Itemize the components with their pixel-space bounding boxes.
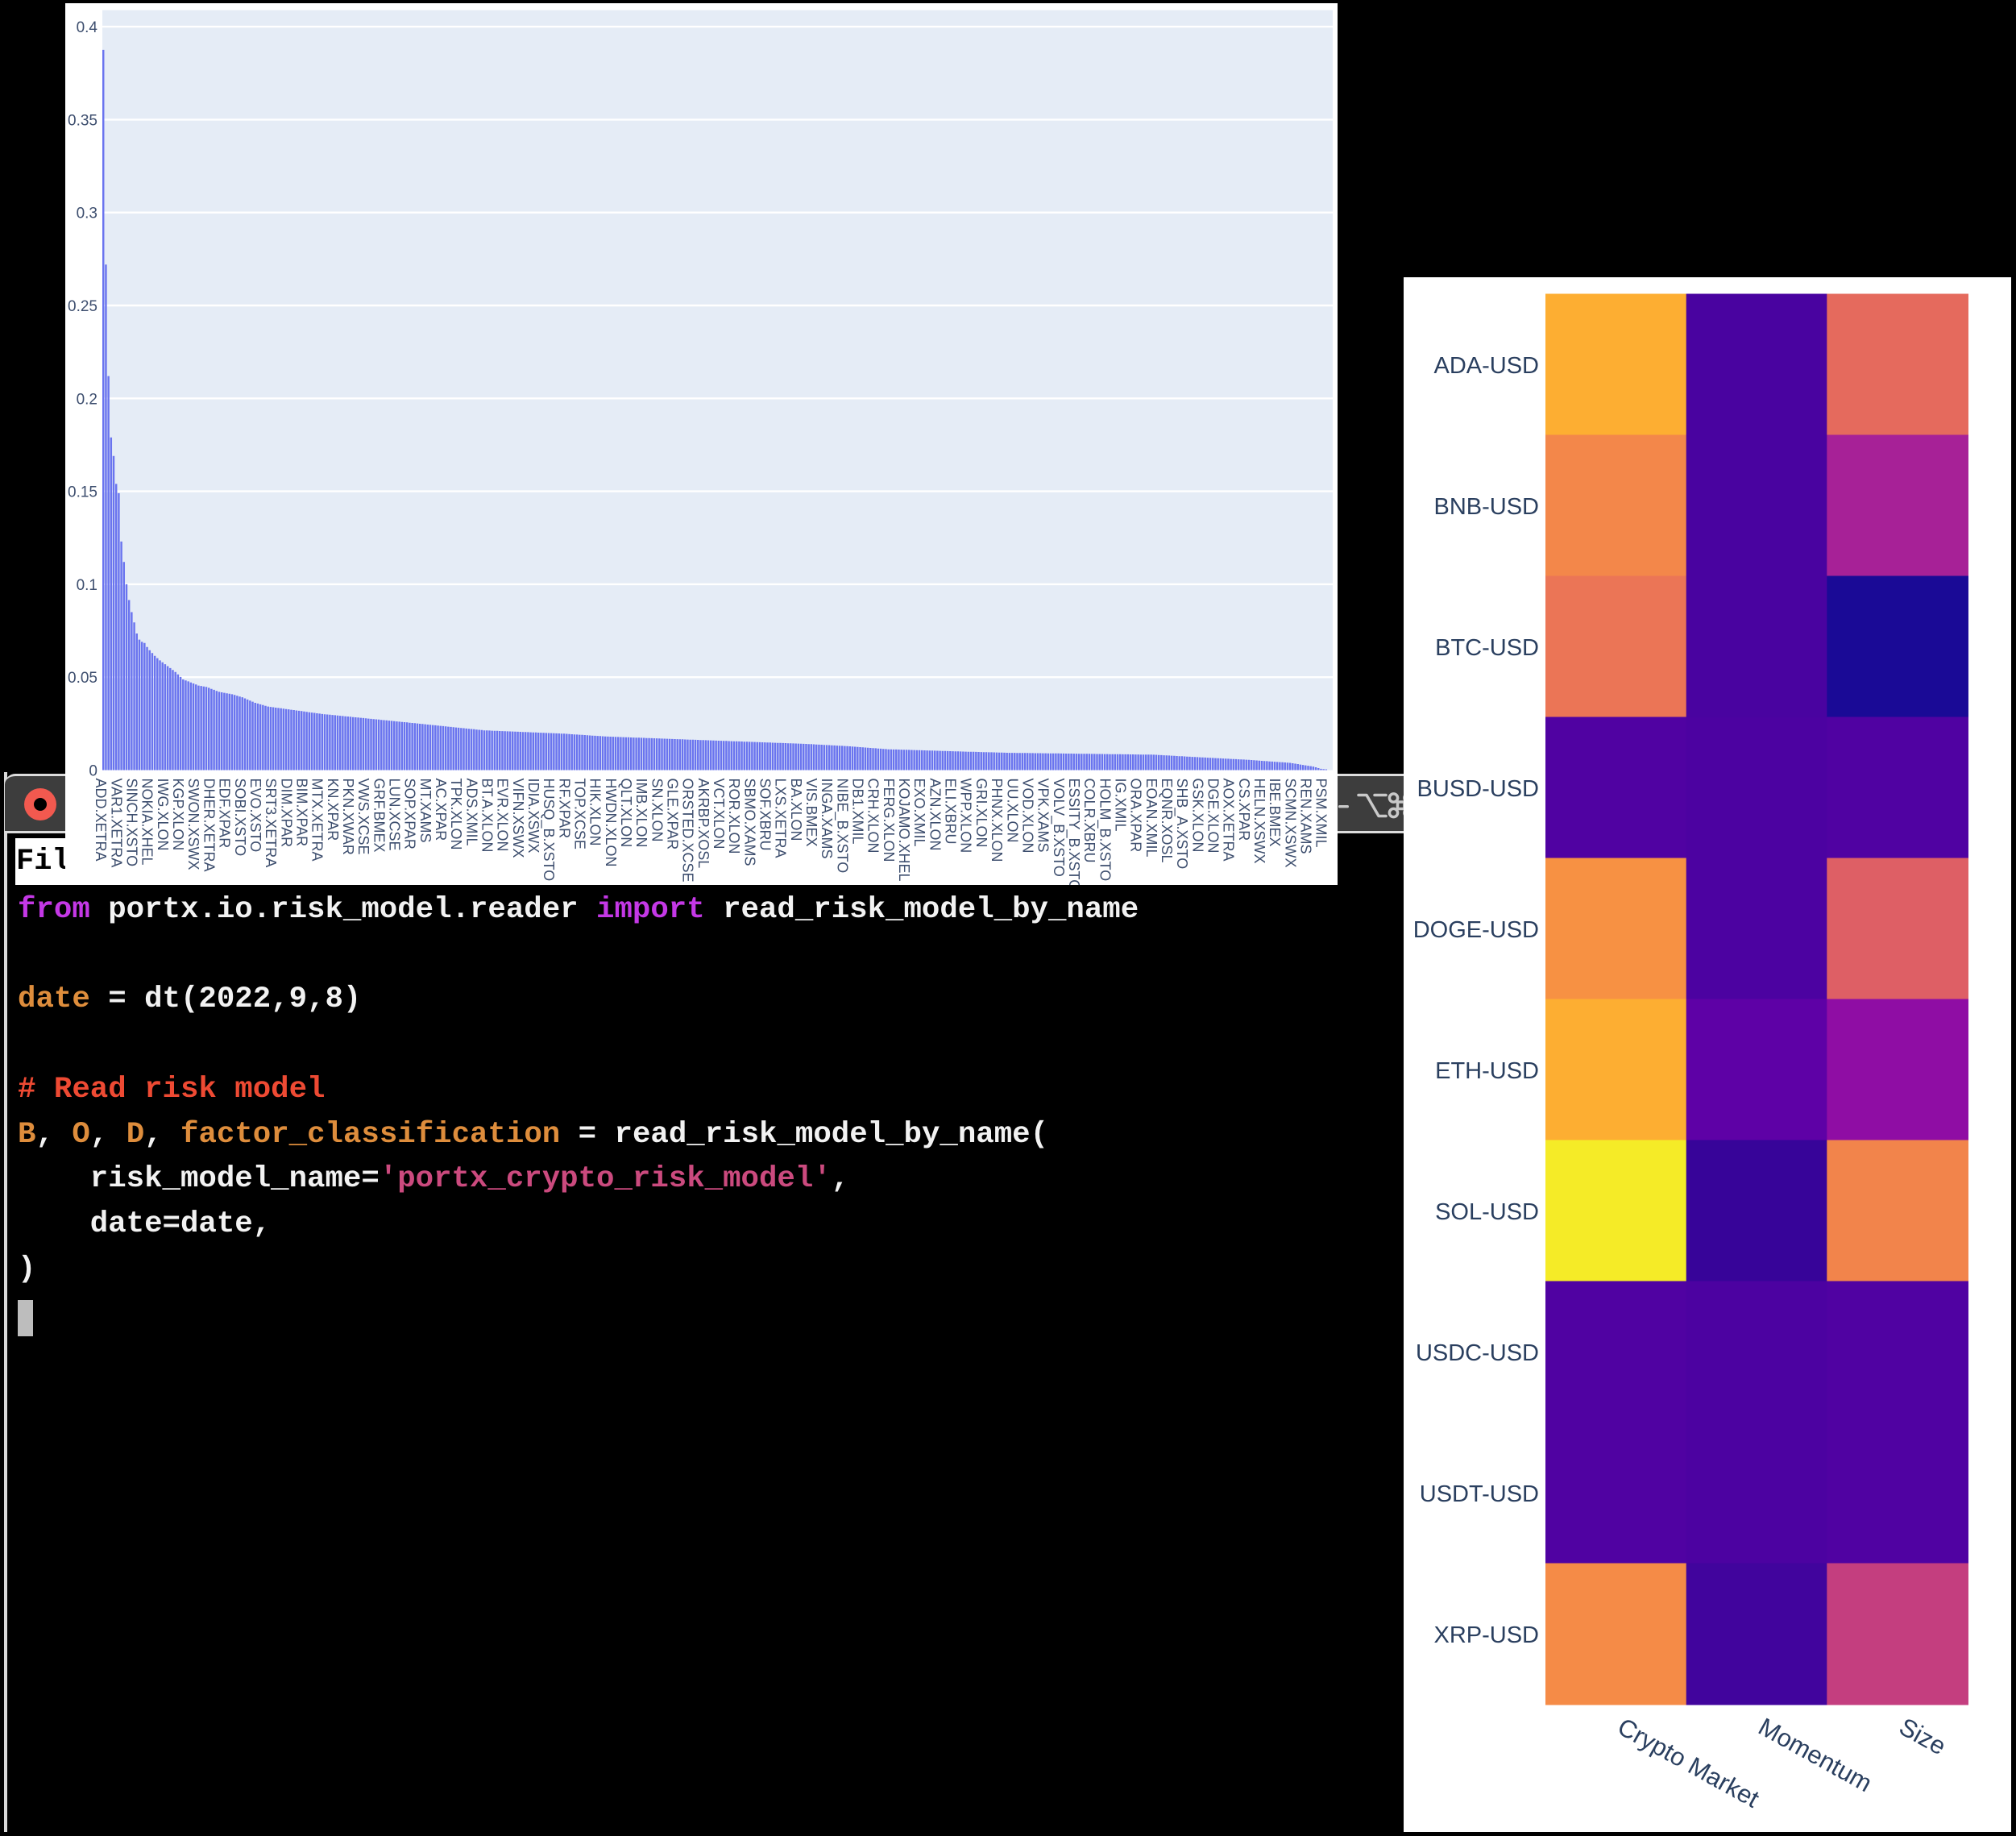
svg-text:TOP.XCSE: TOP.XCSE	[572, 779, 588, 849]
svg-text:KOJAMO.XHEL: KOJAMO.XHEL	[896, 779, 912, 882]
svg-text:0.4: 0.4	[77, 19, 98, 36]
svg-text:SOP.XPAR: SOP.XPAR	[402, 779, 418, 849]
svg-text:ESSITY_B.XSTO: ESSITY_B.XSTO	[1065, 779, 1082, 886]
svg-text:TPK.XLON: TPK.XLON	[448, 779, 464, 850]
svg-text:BTC-USD: BTC-USD	[1435, 635, 1539, 661]
svg-text:BIM.XPAR: BIM.XPAR	[293, 779, 309, 847]
svg-text:HUSQ_B.XSTO: HUSQ_B.XSTO	[540, 779, 557, 882]
svg-text:0.1: 0.1	[77, 577, 97, 594]
svg-text:ORA.XPAR: ORA.XPAR	[1128, 779, 1144, 853]
svg-text:ADA-USD: ADA-USD	[1433, 353, 1539, 379]
svg-text:IWG.XLON: IWG.XLON	[155, 779, 171, 851]
svg-text:INGA.XAMS: INGA.XAMS	[819, 779, 835, 859]
svg-text:GSK.XLON: GSK.XLON	[1189, 779, 1205, 853]
svg-text:0.05: 0.05	[68, 670, 97, 687]
svg-text:PKN.XWAR: PKN.XWAR	[340, 779, 356, 855]
svg-text:FERG.XLON: FERG.XLON	[881, 779, 897, 862]
svg-text:EXO.XMIL: EXO.XMIL	[911, 779, 927, 847]
svg-text:EVR.XLON: EVR.XLON	[495, 779, 511, 852]
svg-text:VIS.BMEX: VIS.BMEX	[803, 779, 819, 847]
svg-text:EVO.XSTO: EVO.XSTO	[247, 779, 263, 853]
svg-text:BT.A.XLON: BT.A.XLON	[479, 779, 496, 853]
svg-text:VWS.XCSE: VWS.XCSE	[355, 779, 371, 855]
svg-text:PSM.XMIL: PSM.XMIL	[1313, 779, 1329, 848]
svg-text:SOBI.XSTO: SOBI.XSTO	[232, 779, 248, 857]
svg-text:IDIA.XSWX: IDIA.XSWX	[525, 779, 541, 854]
svg-text:LUN.XCSE: LUN.XCSE	[387, 779, 403, 851]
svg-text:CS.XPAR: CS.XPAR	[1236, 779, 1252, 841]
svg-text:AZN.XLON: AZN.XLON	[927, 779, 943, 851]
svg-text:EQNR.XOSL: EQNR.XOSL	[1159, 779, 1175, 863]
svg-text:VIFN.XSWX: VIFN.XSWX	[510, 779, 526, 858]
svg-text:0: 0	[89, 763, 97, 780]
svg-text:0.35: 0.35	[68, 112, 97, 129]
svg-text:NOKIA.XHEL: NOKIA.XHEL	[139, 779, 156, 866]
svg-text:SHB_A.XSTO: SHB_A.XSTO	[1173, 779, 1190, 870]
svg-text:USDC-USD: USDC-USD	[1416, 1340, 1539, 1366]
svg-text:DB1.XMIL: DB1.XMIL	[850, 779, 866, 845]
svg-text:IBE.BMEX: IBE.BMEX	[1267, 779, 1283, 847]
svg-text:HIK.XLON: HIK.XLON	[587, 779, 604, 846]
svg-text:AOX.XETRA: AOX.XETRA	[1221, 779, 1237, 862]
svg-text:0.3: 0.3	[77, 206, 97, 222]
svg-text:CRH.XLON: CRH.XLON	[865, 779, 881, 854]
svg-text:SN.XLON: SN.XLON	[649, 779, 665, 842]
svg-text:SCMN.XSWX: SCMN.XSWX	[1282, 779, 1298, 868]
svg-text:UU.XLON: UU.XLON	[1004, 779, 1020, 843]
svg-text:ETH-USD: ETH-USD	[1435, 1058, 1539, 1084]
svg-text:IMB.XLON: IMB.XLON	[633, 779, 649, 848]
svg-text:ROR.XLON: ROR.XLON	[726, 779, 742, 854]
svg-text:GRF.BMEX: GRF.BMEX	[371, 779, 387, 853]
svg-text:VOD.XLON: VOD.XLON	[1019, 779, 1035, 854]
svg-text:EDF.XPAR: EDF.XPAR	[217, 779, 233, 849]
svg-text:REN.XAMS: REN.XAMS	[1298, 779, 1314, 854]
svg-text:RF.XPAR: RF.XPAR	[556, 779, 572, 839]
svg-text:COLR.XBRU: COLR.XBRU	[1081, 779, 1097, 863]
svg-text:0.2: 0.2	[77, 391, 97, 408]
svg-text:HWDN.XLON: HWDN.XLON	[603, 779, 619, 867]
svg-text:EOAN.XMIL: EOAN.XMIL	[1143, 779, 1159, 858]
svg-text:MT.XAMS: MT.XAMS	[417, 779, 433, 843]
svg-text:DIM.XPAR: DIM.XPAR	[278, 779, 294, 848]
svg-text:BNB-USD: BNB-USD	[1433, 494, 1539, 520]
svg-text:ELI.XBRU: ELI.XBRU	[943, 779, 959, 845]
svg-text:LXS.XETRA: LXS.XETRA	[773, 779, 789, 858]
svg-text:SBMO.XAMS: SBMO.XAMS	[741, 779, 757, 866]
svg-text:ADS.XMIL: ADS.XMIL	[463, 779, 479, 846]
svg-text:DHER.XETRA: DHER.XETRA	[201, 779, 217, 872]
svg-text:0.25: 0.25	[68, 298, 97, 315]
svg-text:AC.XPAR: AC.XPAR	[433, 779, 449, 841]
svg-text:MTX.XETRA: MTX.XETRA	[309, 779, 326, 862]
svg-text:BUSD-USD: BUSD-USD	[1417, 776, 1539, 802]
svg-text:GLE.XPAR: GLE.XPAR	[665, 779, 681, 850]
svg-text:VOLV_B.XSTO: VOLV_B.XSTO	[1050, 779, 1067, 877]
svg-text:SOF.XBRU: SOF.XBRU	[757, 779, 774, 851]
svg-text:QLT.XLON: QLT.XLON	[618, 779, 634, 848]
svg-text:GRI.XLON: GRI.XLON	[973, 779, 989, 848]
svg-text:SOL-USD: SOL-USD	[1435, 1199, 1539, 1225]
svg-text:VCT.XLON: VCT.XLON	[711, 779, 727, 849]
svg-text:VAR1.XETRA: VAR1.XETRA	[108, 779, 124, 868]
svg-text:0.15: 0.15	[68, 484, 97, 501]
svg-text:SRT3.XETRA: SRT3.XETRA	[263, 779, 279, 868]
svg-text:USDT-USD: USDT-USD	[1420, 1481, 1539, 1507]
svg-text:DGE.XLON: DGE.XLON	[1205, 779, 1222, 854]
svg-text:XRP-USD: XRP-USD	[1433, 1622, 1539, 1648]
svg-text:PHNX.XLON: PHNX.XLON	[989, 779, 1005, 862]
svg-text:KGP.XLON: KGP.XLON	[170, 779, 186, 851]
svg-text:ADD.XETRA: ADD.XETRA	[93, 779, 109, 862]
svg-text:VPK.XAMS: VPK.XAMS	[1035, 779, 1052, 853]
svg-text:DOGE-USD: DOGE-USD	[1413, 917, 1539, 943]
svg-text:SINCH.XSTO: SINCH.XSTO	[124, 779, 140, 867]
svg-text:NIBE_B.XSTO: NIBE_B.XSTO	[833, 779, 850, 874]
svg-text:IG.XMIL: IG.XMIL	[1112, 779, 1128, 832]
svg-text:SWON.XSWX: SWON.XSWX	[185, 779, 201, 870]
svg-text:WPP.XLON: WPP.XLON	[958, 779, 974, 854]
svg-text:BA.XLON: BA.XLON	[788, 779, 804, 841]
svg-text:ORSTED.XCSE: ORSTED.XCSE	[680, 779, 696, 883]
svg-text:HELN.XSWX: HELN.XSWX	[1251, 779, 1267, 864]
svg-text:AKRBP.XOSL: AKRBP.XOSL	[695, 779, 711, 869]
svg-text:KN.XPAR: KN.XPAR	[325, 779, 341, 841]
svg-text:HOLM_B.XSTO: HOLM_B.XSTO	[1096, 779, 1113, 882]
